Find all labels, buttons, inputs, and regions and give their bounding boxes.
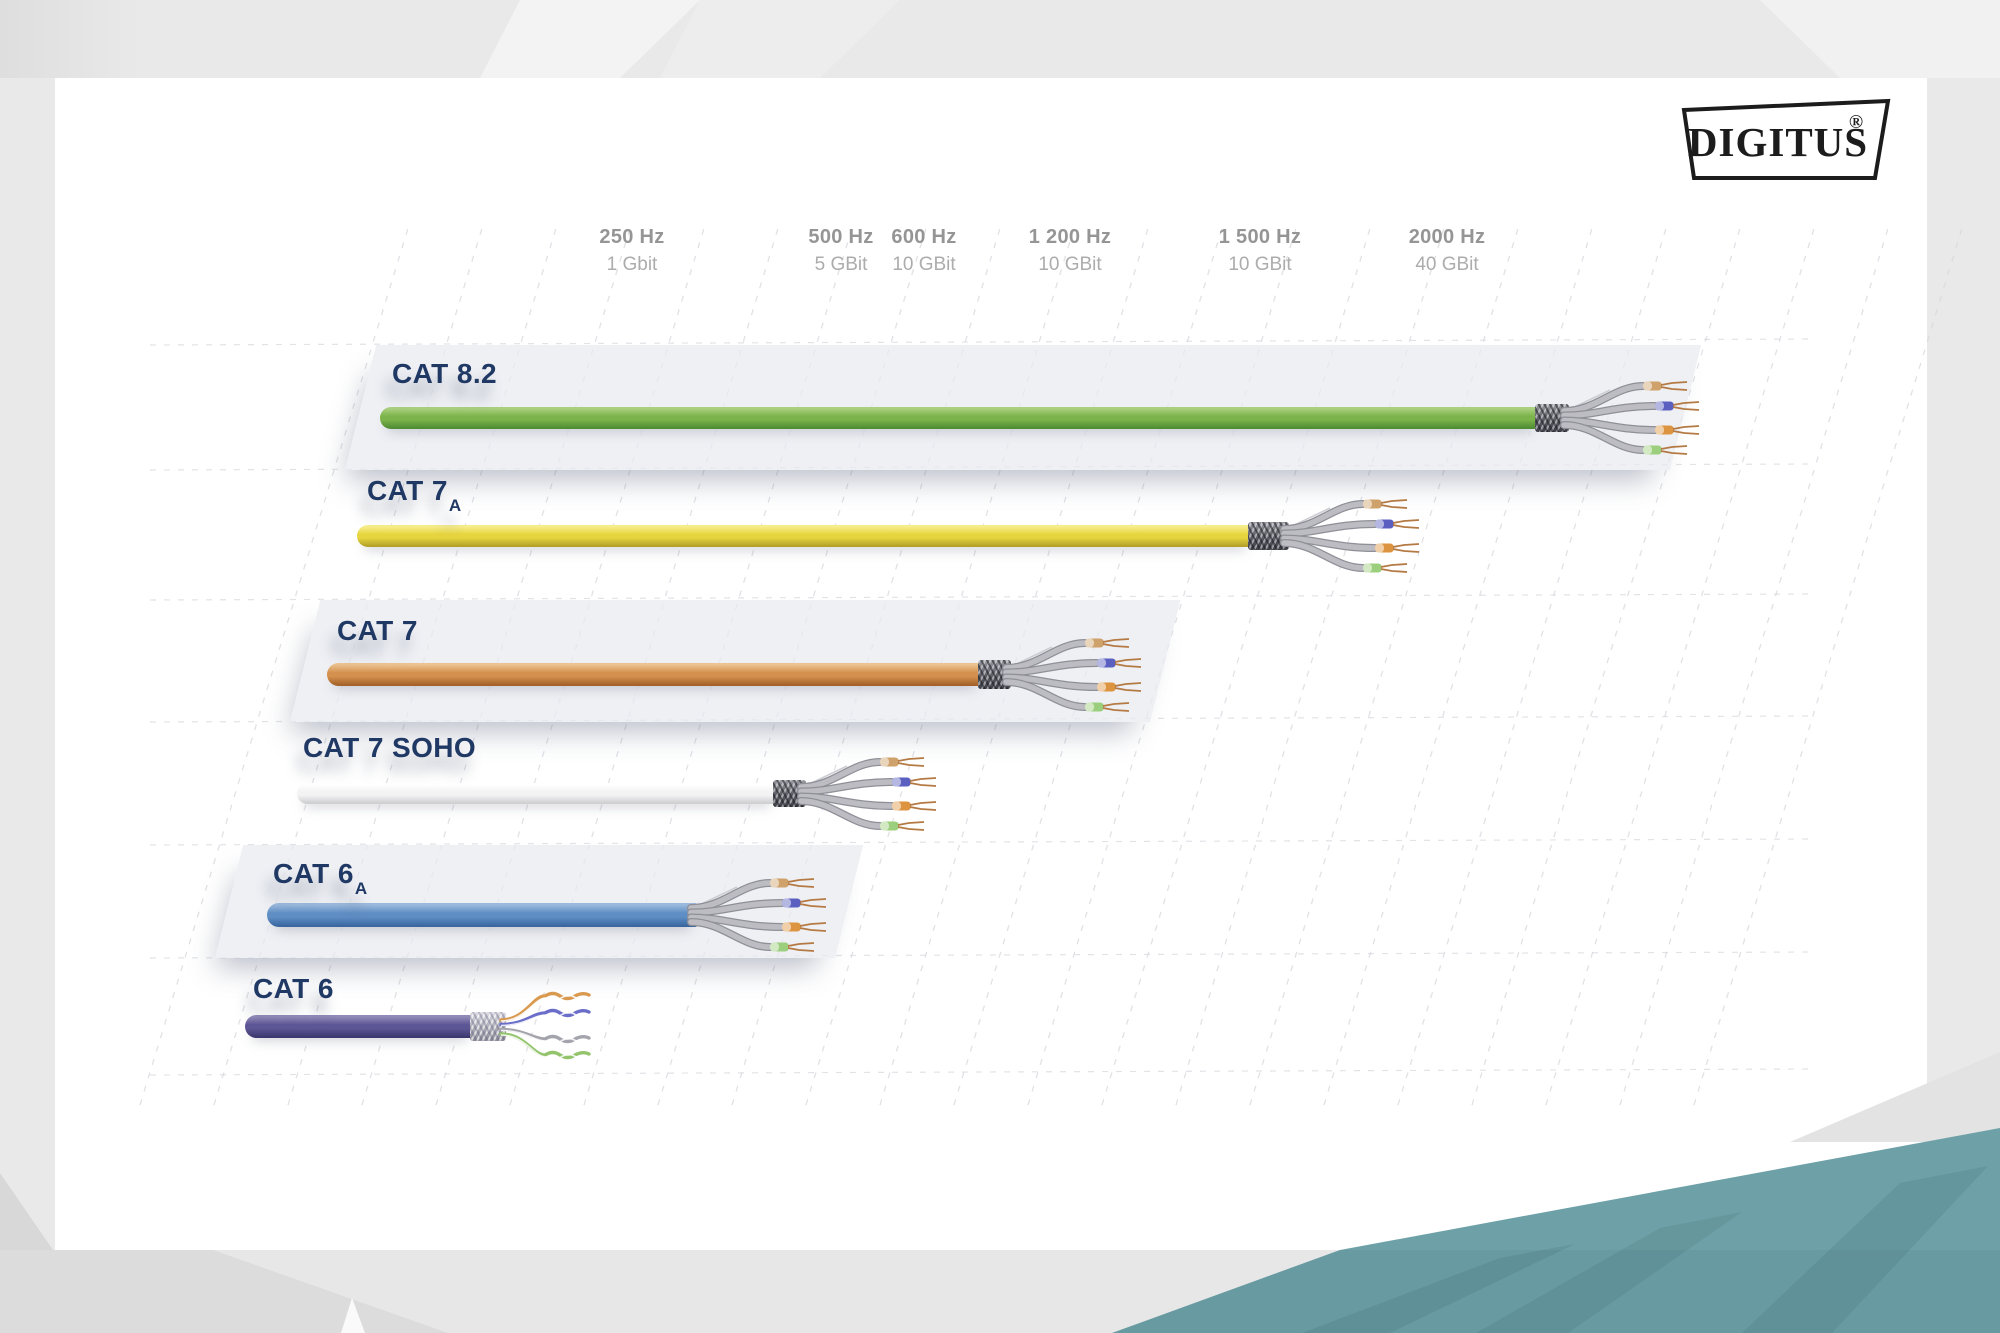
cable-frayed-end [797,756,937,831]
axis-bandwidth-label: 40 GBit [1415,254,1479,275]
category-text: CAT 7 SOHO [303,732,477,763]
axis-frequency-label: 600 Hz [891,226,957,248]
cable-category-label: CAT 8.2 [392,358,497,395]
cable-bar-purple [245,1015,474,1038]
digitus-logo: DIGITUS ® [1678,98,1894,182]
axis-bandwidth-label: 10 GBit [892,254,956,275]
cable-bar-white [297,783,777,804]
cable-category-label: CAT 6A [273,858,368,898]
axis-frequency-label: 2000 Hz [1408,226,1486,248]
cable-bar-blue [267,903,697,927]
axis-bandwidth-label: 10 GBit [1038,254,1102,275]
cable-category-label: CAT 7A [367,475,462,515]
axis-frequency-label: 1 200 Hz [1028,226,1112,248]
cable-frayed-end [1560,381,1700,455]
cable-category-label: CAT 7 SOHO [303,732,476,769]
category-text: CAT 7 [337,615,418,646]
axis-frequency-label: 1 500 Hz [1218,226,1302,248]
digitus-logo-text: DIGITUS [1688,119,1868,165]
cable-frayed-end [1002,637,1142,712]
cable-category-label: CAT 6 [253,973,334,1010]
axis-tick: 1 200 Hz 10 GBit [980,226,1160,276]
axis-bandwidth-label: 1 Gbit [606,254,658,275]
registered-trademark-symbol: ® [1849,112,1863,133]
axis-frequency-label: 500 Hz [808,226,874,248]
cable-category-label: CAT 7 [337,615,418,652]
cable-bar-yellow [357,525,1252,547]
category-subscript: A [354,878,368,898]
category-text: CAT 6 [253,973,334,1004]
cable-bar-orange [327,663,982,686]
axis-frequency-label: 250 Hz [599,226,665,248]
axis-tick: 2000 Hz 40 GBit [1357,226,1537,276]
cable-frayed-end [1280,499,1420,573]
axis-tick: 500 Hz 5 GBit [751,226,931,276]
axis-bandwidth-label: 5 GBit [814,254,868,275]
cable-bar-green [380,407,1539,429]
axis-bandwidth-label: 10 GBit [1228,254,1292,275]
category-text: CAT 6 [273,858,354,889]
axis-tick: 600 Hz 10 GBit [834,226,1014,276]
axis-tick: 1 500 Hz 10 GBit [1170,226,1350,276]
category-subscript: A [448,495,462,515]
cable-frayed-end [687,878,827,952]
cable-frayed-end [499,991,591,1060]
category-text: CAT 8.2 [392,358,497,389]
cable-shield-foil [470,1012,506,1041]
axis-tick: 250 Hz 1 Gbit [542,226,722,276]
category-text: CAT 7 [367,475,448,506]
digitus-logo-frame: DIGITUS ® [1681,98,1891,180]
